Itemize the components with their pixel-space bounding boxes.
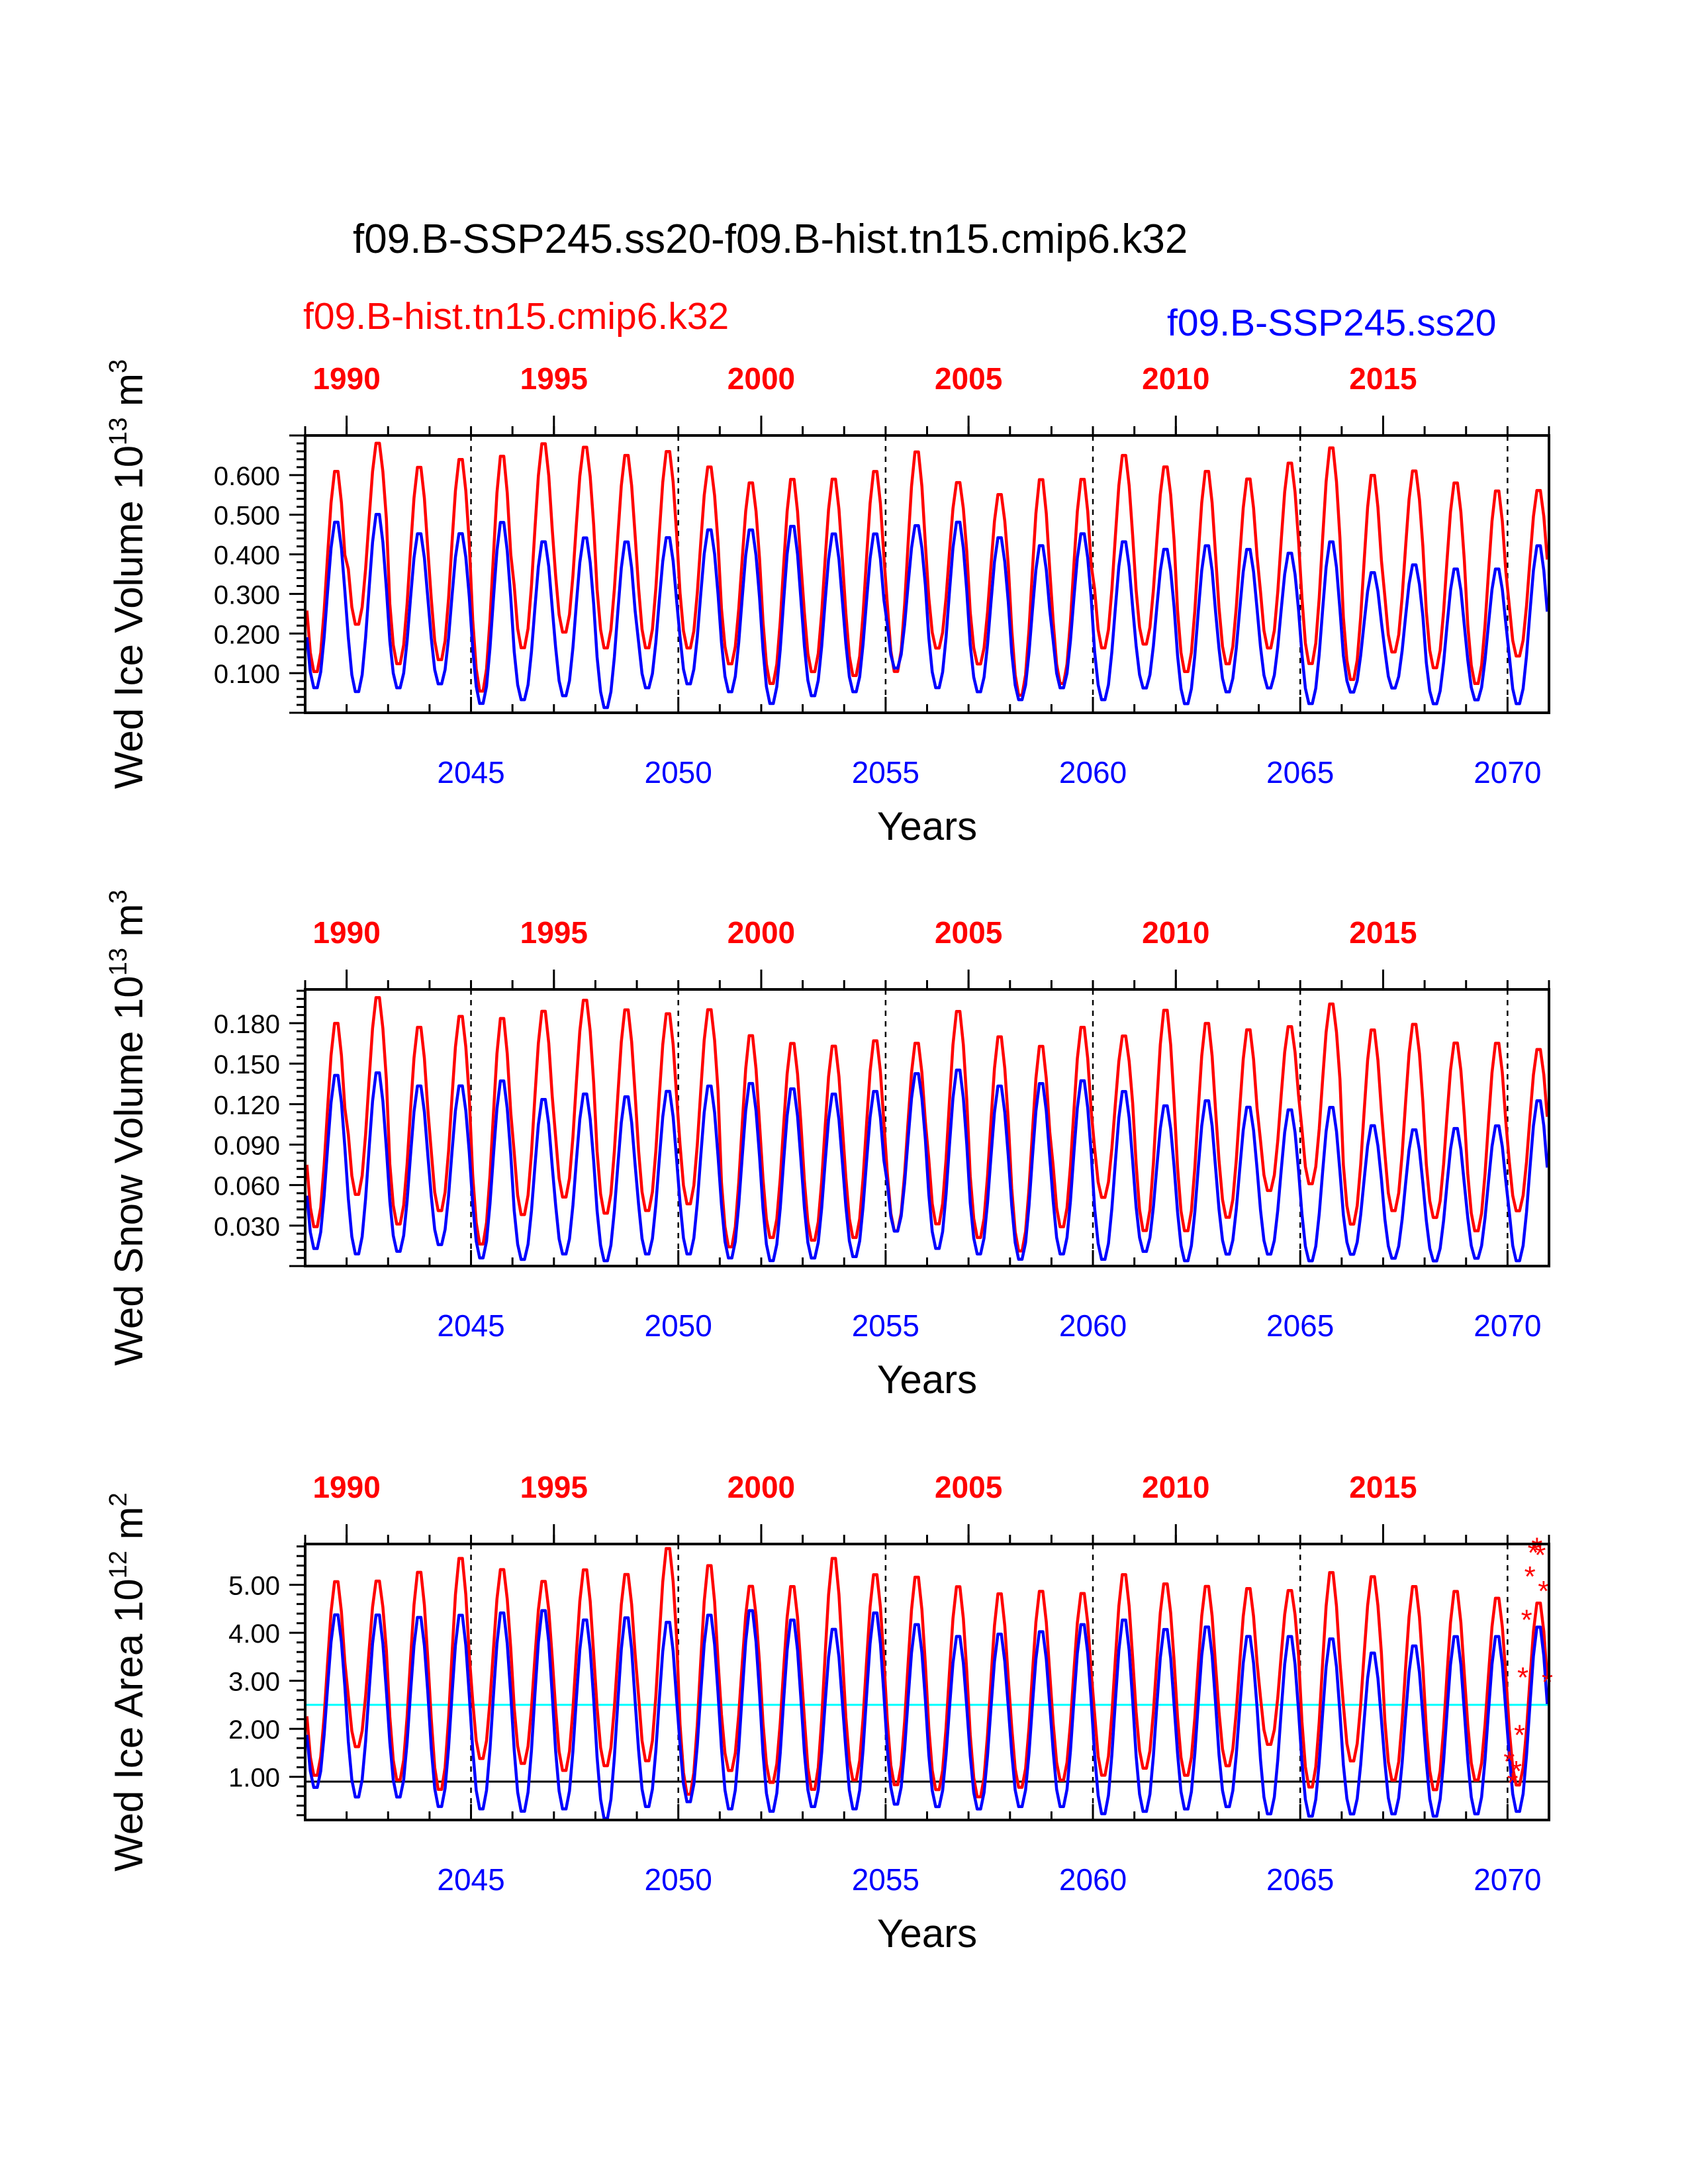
series-marker-star: * bbox=[1534, 1539, 1546, 1572]
x-tick-label-bottom: 2070 bbox=[1474, 1308, 1541, 1343]
x-tick-label-bottom: 2045 bbox=[437, 1862, 504, 1897]
y-tick-label: 0.500 bbox=[214, 502, 280, 531]
y-axis-title: Wed Ice Area 1012 m2 bbox=[105, 1492, 151, 1872]
y-tick-label: 0.600 bbox=[214, 462, 280, 491]
x-tick-label-top: 1995 bbox=[520, 1470, 588, 1504]
x-axis-title: Years bbox=[877, 1357, 977, 1402]
series-marker-star: * bbox=[1521, 1604, 1532, 1636]
chart-panel-1: 0.100 0.200 0.300 0.400 0.500 0.600 2045 2050 20… bbox=[105, 359, 1550, 848]
x-axis-title: Years bbox=[877, 1911, 977, 1956]
x-tick-label-bottom: 2065 bbox=[1266, 1862, 1334, 1897]
x-tick-label-top: 2010 bbox=[1142, 1470, 1209, 1504]
x-tick-label-bottom: 2060 bbox=[1059, 755, 1127, 790]
y-tick-label: 0.120 bbox=[214, 1091, 280, 1120]
series-marker-star: * bbox=[1503, 1745, 1515, 1778]
y-tick-label: 3.00 bbox=[228, 1668, 280, 1697]
series-line-red bbox=[305, 996, 1549, 1253]
x-tick-label-bottom: 2055 bbox=[852, 1308, 919, 1343]
x-tick-label-bottom: 2070 bbox=[1474, 755, 1541, 790]
legend-blue-case: f09.B-SSP245.ss20 bbox=[1167, 302, 1497, 344]
y-tick-label: 0.400 bbox=[214, 541, 280, 570]
x-tick-label-bottom: 2065 bbox=[1266, 1308, 1334, 1343]
x-tick-label-bottom: 2060 bbox=[1059, 1308, 1127, 1343]
x-tick-label-top: 2005 bbox=[935, 915, 1002, 950]
y-tick-label: 0.030 bbox=[214, 1212, 280, 1242]
x-tick-label-bottom: 2050 bbox=[645, 1308, 712, 1343]
y-tick-label: 0.100 bbox=[214, 660, 280, 689]
x-tick-label-bottom: 2070 bbox=[1474, 1862, 1541, 1897]
x-axis-title: Years bbox=[877, 804, 977, 848]
legend-red-case: f09.B-hist.tn15.cmip6.k32 bbox=[303, 295, 729, 338]
y-axis-title: Wed Snow Volume 1013 m3 bbox=[105, 889, 151, 1365]
series-marker-star: * bbox=[1507, 1767, 1518, 1799]
series-marker-star: * bbox=[1542, 1666, 1553, 1699]
series-line-blue bbox=[305, 1068, 1549, 1263]
x-tick-label-top: 2015 bbox=[1349, 915, 1417, 950]
y-tick-label: 1.00 bbox=[228, 1764, 280, 1793]
y-tick-label: 5.00 bbox=[228, 1572, 280, 1601]
x-tick-label-bottom: 2055 bbox=[852, 755, 919, 790]
series-line-red bbox=[305, 441, 1549, 697]
x-tick-label-bottom: 2045 bbox=[437, 1308, 504, 1343]
series-marker-star: * bbox=[1514, 1719, 1525, 1751]
x-tick-label-bottom: 2060 bbox=[1059, 1862, 1127, 1897]
series-line-blue bbox=[305, 513, 1549, 709]
x-tick-label-top: 1990 bbox=[312, 361, 380, 396]
chart-panel-2: 0.030 0.060 0.090 0.120 0.150 0.180 2045 2050 20… bbox=[105, 889, 1550, 1402]
x-tick-label-bottom: 2050 bbox=[645, 1862, 712, 1897]
series-marker-star: * bbox=[1538, 1575, 1549, 1608]
y-tick-label: 0.180 bbox=[214, 1010, 280, 1039]
series-line-blue bbox=[305, 1609, 1549, 1820]
y-tick-label: 0.060 bbox=[214, 1172, 280, 1201]
x-tick-label-top: 2010 bbox=[1142, 915, 1209, 950]
x-tick-label-top: 2005 bbox=[935, 1470, 1002, 1504]
y-tick-label: 0.300 bbox=[214, 580, 280, 610]
series-marker-star: * bbox=[1511, 1755, 1522, 1788]
x-tick-label-top: 1995 bbox=[520, 361, 588, 396]
main-title: f09.B-SSP245.ss20-f09.B-hist.tn15.cmip6.… bbox=[353, 216, 1188, 262]
x-tick-label-top: 1990 bbox=[312, 915, 380, 950]
x-tick-label-top: 2015 bbox=[1349, 361, 1417, 396]
x-tick-label-top: 1990 bbox=[312, 1470, 380, 1504]
x-tick-label-top: 1995 bbox=[520, 915, 588, 950]
series-marker-star: * bbox=[1517, 1661, 1528, 1694]
x-tick-label-bottom: 2055 bbox=[852, 1862, 919, 1897]
x-tick-label-bottom: 2065 bbox=[1266, 755, 1334, 790]
y-tick-label: 0.090 bbox=[214, 1131, 280, 1160]
x-tick-label-top: 2000 bbox=[727, 1470, 795, 1504]
x-tick-label-bottom: 2050 bbox=[645, 755, 712, 790]
series-line-red bbox=[305, 1547, 1549, 1799]
y-tick-label: 0.200 bbox=[214, 620, 280, 649]
x-tick-label-top: 2015 bbox=[1349, 1470, 1417, 1504]
x-tick-label-top: 2010 bbox=[1142, 361, 1209, 396]
y-axis-title: Wed Ice Volume 1013 m3 bbox=[105, 359, 151, 789]
x-tick-label-top: 2000 bbox=[727, 915, 795, 950]
x-tick-label-top: 2000 bbox=[727, 361, 795, 396]
series-marker-star: * bbox=[1524, 1561, 1536, 1593]
x-tick-label-top: 2005 bbox=[935, 361, 1002, 396]
series-marker-star: * bbox=[1531, 1532, 1542, 1565]
y-tick-label: 0.150 bbox=[214, 1050, 280, 1079]
y-tick-label: 4.00 bbox=[228, 1619, 280, 1649]
x-tick-label-bottom: 2045 bbox=[437, 755, 504, 790]
y-tick-label: 2.00 bbox=[228, 1715, 280, 1745]
